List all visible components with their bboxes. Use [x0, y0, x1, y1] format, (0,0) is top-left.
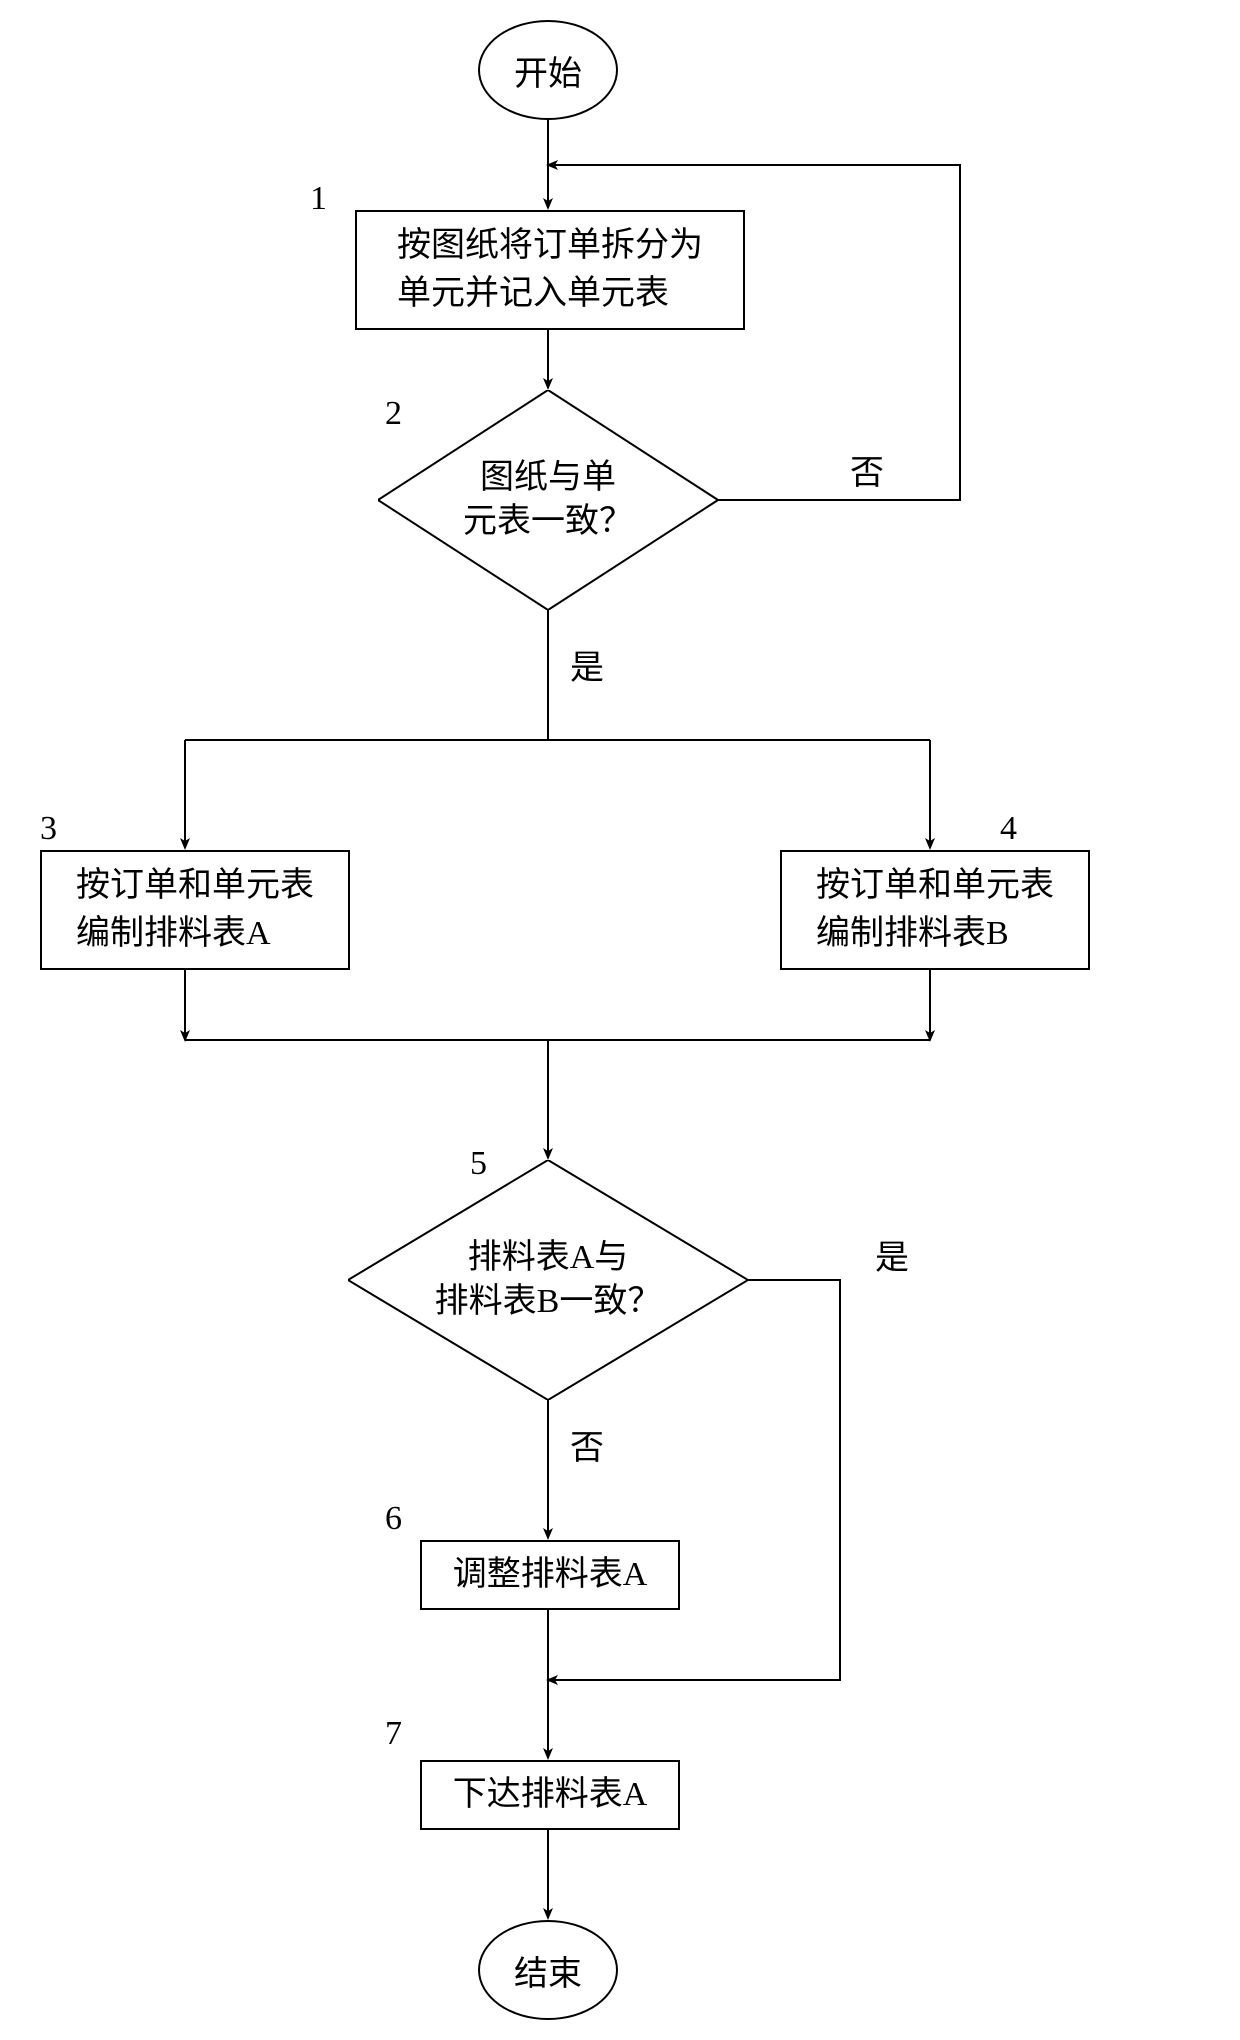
decision-5-text: 排料表A与 排料表B一致？ — [435, 1236, 662, 1324]
step-number-7-text: 7 — [385, 1715, 402, 1752]
terminator-start-label: 开始 — [514, 46, 582, 95]
process-1-text: 按图纸将订单拆分为 单元并记入单元表 — [397, 222, 703, 317]
step-number-2-text: 2 — [385, 395, 402, 432]
step-number-3-text: 3 — [40, 810, 57, 847]
terminator-end: 结束 — [478, 1920, 618, 2020]
edge-label-d2-no: 否 — [850, 445, 884, 494]
terminator-start: 开始 — [478, 20, 618, 120]
step-number-6: 6 — [385, 1500, 402, 1538]
process-3-text: 按订单和单元表 编制排料表A — [76, 862, 314, 957]
step-number-4-text: 4 — [1000, 810, 1017, 847]
process-adjust-a: 调整排料表A — [420, 1540, 680, 1610]
process-7-text: 下达排料表A — [453, 1771, 648, 1819]
terminator-end-label: 结束 — [514, 1946, 582, 1995]
edge-label-d2-no-text: 否 — [850, 455, 884, 492]
flowchart-canvas: 开始 按图纸将订单拆分为 单元并记入单元表 图纸与单 元表一致？ 按订单和单元表… — [0, 0, 1240, 2040]
step-number-3: 3 — [40, 810, 57, 848]
process-split-order: 按图纸将订单拆分为 单元并记入单元表 — [355, 210, 745, 330]
step-number-6-text: 6 — [385, 1500, 402, 1537]
step-number-4: 4 — [1000, 810, 1017, 848]
edge-label-d2-yes-text: 是 — [570, 650, 604, 687]
step-number-5-text: 5 — [470, 1145, 487, 1182]
step-number-1: 1 — [310, 180, 327, 218]
process-4-text: 按订单和单元表 编制排料表B — [816, 862, 1054, 957]
step-number-1-text: 1 — [310, 180, 327, 217]
step-number-7: 7 — [385, 1715, 402, 1753]
edge-label-d5-no: 否 — [570, 1420, 604, 1469]
process-compile-a: 按订单和单元表 编制排料表A — [40, 850, 350, 970]
step-number-2: 2 — [385, 395, 402, 433]
step-number-5: 5 — [470, 1145, 487, 1183]
edge-label-d5-yes-text: 是 — [875, 1240, 909, 1277]
edge-label-d5-no-text: 否 — [570, 1430, 604, 1467]
process-issue-a: 下达排料表A — [420, 1760, 680, 1830]
decision-2-text: 图纸与单 元表一致？ — [463, 456, 633, 544]
process-compile-b: 按订单和单元表 编制排料表B — [780, 850, 1090, 970]
process-6-text: 调整排料表A — [453, 1551, 648, 1599]
edge-label-d2-yes: 是 — [570, 640, 604, 689]
edge-label-d5-yes: 是 — [875, 1230, 909, 1279]
